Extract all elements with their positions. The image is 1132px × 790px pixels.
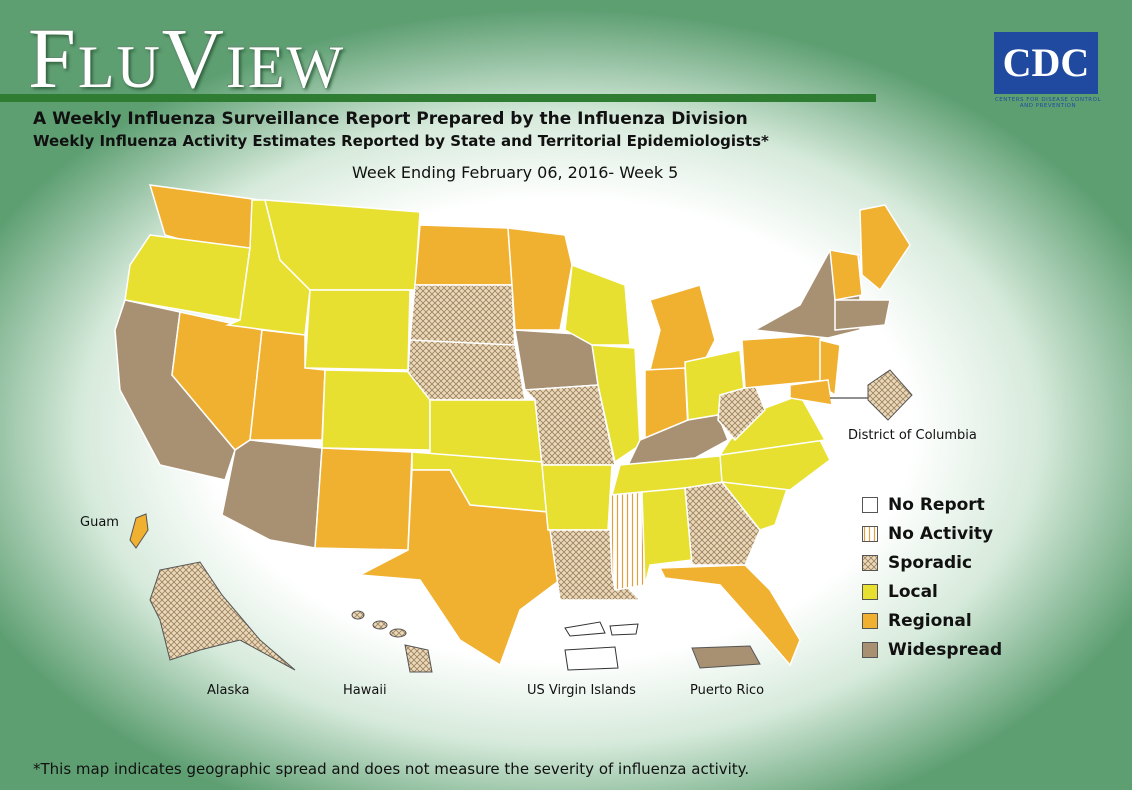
fluview-logo: FluView [28, 10, 346, 106]
state [304, 289, 411, 371]
state [321, 369, 431, 451]
state [658, 564, 801, 667]
week: Week Ending February 06, 2016- Week 5 [352, 163, 679, 182]
label: Hawaii [343, 683, 387, 698]
subtitle: Weekly Influenza Activity Estimates Repo… [33, 132, 769, 150]
cdc-name: Centers for Disease Control and Preventi… [994, 97, 1102, 109]
legend: No Report No Activity Sporadic Local Regiona… [862, 490, 1002, 664]
state [609, 491, 646, 591]
dc-inset [867, 369, 913, 421]
state [789, 379, 833, 406]
puerto-rico [691, 645, 761, 669]
legend-item: Sporadic [862, 548, 1002, 577]
cdc-logo: CDC [994, 32, 1098, 94]
state [541, 464, 613, 531]
state [407, 339, 526, 401]
virgin-islands [564, 621, 639, 671]
state [741, 334, 829, 389]
legend-swatch [862, 554, 878, 571]
legend-swatch [862, 641, 878, 658]
legend-swatch [862, 525, 878, 542]
state [314, 447, 413, 551]
label: Alaska [207, 683, 250, 698]
label: District of Columbia [848, 428, 977, 443]
legend-label: Local [888, 581, 938, 602]
state [641, 487, 693, 586]
legend-label: Regional [888, 610, 972, 631]
state [357, 469, 561, 667]
legend-item: Regional [862, 606, 1002, 635]
state [859, 204, 911, 292]
state [834, 299, 891, 331]
legend-item: No Report [862, 490, 1002, 519]
state [414, 224, 513, 286]
state [829, 249, 863, 301]
footnote: *This map indicates geographic spread an… [33, 760, 750, 778]
state [429, 399, 543, 463]
label: US Virgin Islands [527, 683, 636, 698]
legend-label: No Activity [888, 523, 994, 544]
hawaii [351, 610, 433, 673]
label: Puerto Rico [690, 683, 765, 698]
label: Guam [80, 515, 119, 530]
states [114, 184, 911, 667]
state [684, 481, 761, 566]
legend-label: No Report [888, 494, 985, 515]
legend-label: Sporadic [888, 552, 973, 573]
legend-label: Widespread [888, 639, 1003, 660]
guam [129, 513, 149, 549]
state [564, 263, 631, 346]
header-bar [0, 94, 876, 102]
legend-item: No Activity [862, 519, 1002, 548]
state [591, 344, 641, 464]
state [221, 439, 323, 549]
legend-swatch [862, 583, 878, 600]
title: A Weekly Influenza Surveillance Report P… [33, 109, 748, 129]
legend-swatch [862, 612, 878, 629]
legend-item: Local [862, 577, 1002, 606]
legend-swatch [862, 496, 878, 513]
state [507, 227, 573, 331]
legend-item: Widespread [862, 635, 1002, 664]
alaska [149, 561, 296, 671]
state [124, 234, 251, 321]
